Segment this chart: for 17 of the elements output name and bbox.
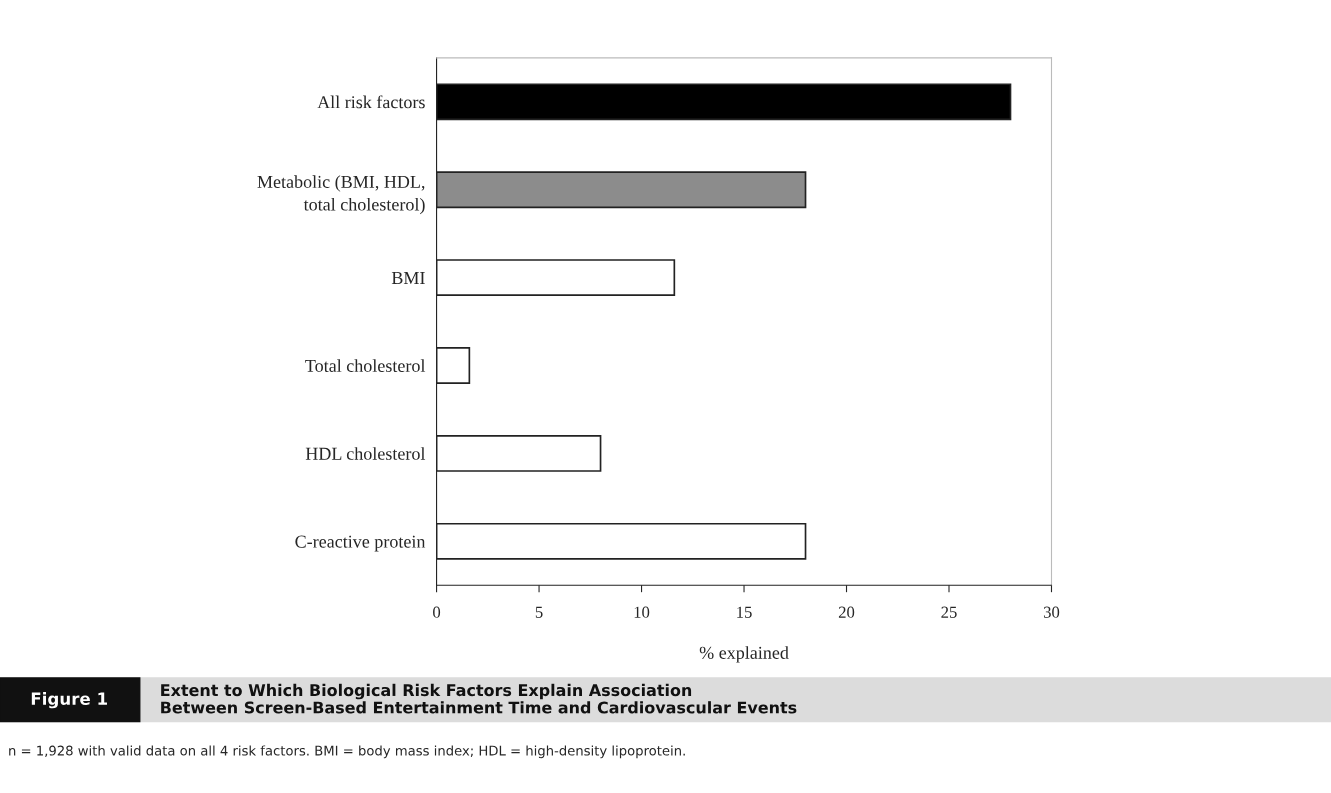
x-tick-label: 30	[1043, 606, 1060, 618]
y-tick-label: All risk factors	[317, 95, 425, 109]
x-tick-label: 10	[634, 606, 650, 618]
y-tick-label: HDL cholesterol	[305, 447, 426, 460]
x-tick-label: 0	[433, 606, 441, 618]
x-tick-label: 25	[941, 606, 957, 618]
y-tick-label: Metabolic (BMI, HDL, total cholesterol)	[257, 175, 425, 215]
y-tick-label: BMI	[391, 272, 425, 284]
x-tick-label: 20	[838, 606, 855, 618]
caption: Figure 1	[31, 692, 107, 709]
x-axis-title: % explained	[699, 646, 789, 663]
x-tick-label: 15	[737, 606, 752, 618]
text: Extent to Which Biological Risk Factors Explain Association Between Screen-Based Entertainment Time and Cardiovascular Events	[161, 683, 797, 714]
x-tick-label: 5	[535, 606, 543, 618]
y-tick-label: C-reactive protein	[295, 535, 426, 552]
text: n = 1,928 with valid data on all 4 risk factors. BMI = body mass index; HDL = high-density lipoprotein.	[9, 745, 685, 759]
y-tick-label: Total cholesterol	[305, 359, 426, 372]
